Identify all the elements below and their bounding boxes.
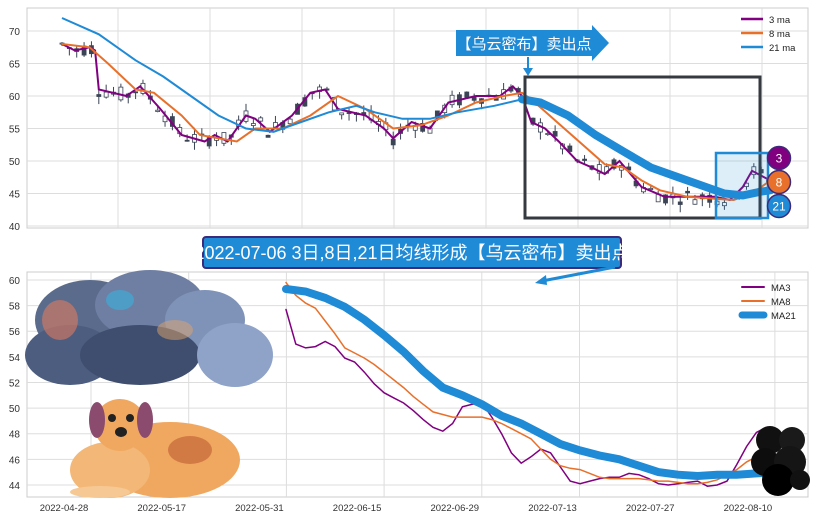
- badge-circle: [766, 169, 792, 195]
- x-tick-label: 2022-06-15: [333, 503, 382, 514]
- candle-body: [449, 94, 455, 106]
- line-21-ma-highlight: [518, 95, 775, 200]
- top-ma-lines: [61, 17, 775, 202]
- ma-badges: 3 8 21: [766, 145, 792, 219]
- top-legend: 3 ma 8 ma 21 ma: [741, 15, 796, 54]
- chart-title: 2022-07-06 3日,8日,21日均线形成【乌云密布】卖出点: [194, 243, 629, 263]
- badge-label: 3: [776, 152, 783, 166]
- annotation-arrow-banner: [456, 25, 609, 61]
- x-tick-label: 2022-08-10: [724, 503, 773, 514]
- dark-cloud-illustration: [751, 426, 810, 496]
- bottom-ma-lines: [282, 281, 780, 487]
- candle-body: [258, 117, 264, 122]
- x-tick-label: 2022-04-28: [40, 503, 89, 514]
- candle-body: [685, 190, 690, 194]
- line-8-ma: [61, 43, 771, 202]
- y-tick-label: 46: [9, 455, 21, 466]
- signal-box: [523, 75, 762, 220]
- title-pointer: [541, 265, 616, 283]
- recent-box: [714, 151, 770, 220]
- candle-body: [582, 158, 587, 161]
- annotation-text: 【乌云密布】卖出点: [456, 36, 591, 53]
- y-tick-label: 65: [9, 60, 21, 71]
- candle-body: [287, 118, 293, 125]
- y-tick-label: 54: [9, 353, 21, 364]
- candle-body: [96, 94, 102, 97]
- candle-body: [722, 202, 727, 207]
- y-tick-label: 50: [9, 404, 21, 415]
- x-tick-label: 2022-05-17: [137, 503, 186, 514]
- bottom-y-ticks: 44 46 48 50 52 54 56 58 60: [9, 276, 21, 492]
- candle-body: [103, 91, 109, 98]
- candle-body: [552, 131, 558, 137]
- legend-label: MA3: [771, 283, 791, 294]
- x-tick-label: 2022-06-29: [430, 503, 479, 514]
- candle-body: [339, 112, 345, 116]
- x-tick-label: 2022-07-13: [528, 503, 577, 514]
- candle-body: [390, 138, 396, 146]
- top-y-ticks: 40 45 50 55 60 65 70: [9, 27, 21, 233]
- y-tick-label: 70: [9, 27, 21, 38]
- badge-label: 8: [776, 176, 783, 190]
- y-tick-label: 52: [9, 378, 21, 389]
- x-tick-label: 2022-05-31: [235, 503, 284, 514]
- line-3-ma: [61, 43, 771, 202]
- line-MA8: [285, 281, 767, 485]
- y-tick-label: 60: [9, 276, 21, 287]
- x-tick-label: 2022-07-27: [626, 503, 675, 514]
- candle-body: [184, 139, 190, 142]
- legend-label: 3 ma: [769, 15, 791, 26]
- top-annotation: 【乌云密布】卖出点: [456, 25, 609, 76]
- legend-label: MA21: [771, 311, 796, 322]
- dog-illustration: [70, 399, 240, 498]
- y-tick-label: 40: [9, 222, 21, 233]
- title-banner: 2022-07-06 3日,8日,21日均线形成【乌云密布】卖出点: [194, 236, 630, 285]
- title-pointer-head: [535, 275, 547, 285]
- candle-body: [692, 199, 698, 205]
- bottom-legend: MA3 MA8 MA21: [738, 283, 796, 322]
- y-tick-label: 48: [9, 430, 21, 441]
- storm-cloud-illustration: [25, 270, 273, 387]
- y-tick-label: 56: [9, 327, 21, 338]
- y-tick-label: 45: [9, 190, 21, 201]
- legend-label: 8 ma: [769, 29, 791, 40]
- y-tick-label: 50: [9, 157, 21, 168]
- badge-circle: [766, 193, 792, 219]
- y-tick-label: 58: [9, 302, 21, 313]
- line-MA21: [282, 285, 780, 481]
- bottom-x-ticks: 2022-04-28 2022-05-17 2022-05-31 2022-06-15…: [40, 503, 773, 514]
- candle-body: [663, 194, 668, 204]
- candle-body: [250, 123, 256, 126]
- candle-body: [133, 91, 139, 94]
- candle-body: [155, 109, 161, 112]
- badge-label: 21: [772, 200, 786, 214]
- y-tick-label: 55: [9, 125, 21, 136]
- y-tick-label: 44: [9, 481, 21, 492]
- candle-body: [596, 164, 602, 174]
- badge-circle: [766, 145, 792, 171]
- annotation-pointer-head: [523, 68, 533, 76]
- candle-body: [265, 134, 271, 138]
- candle-body: [677, 201, 683, 205]
- legend-label: MA8: [771, 297, 791, 308]
- candle-body: [464, 91, 470, 98]
- line-MA3: [285, 308, 767, 487]
- legend-label: 21 ma: [769, 43, 796, 54]
- candle-body: [648, 187, 654, 190]
- y-tick-label: 60: [9, 92, 21, 103]
- candle-body: [567, 145, 573, 152]
